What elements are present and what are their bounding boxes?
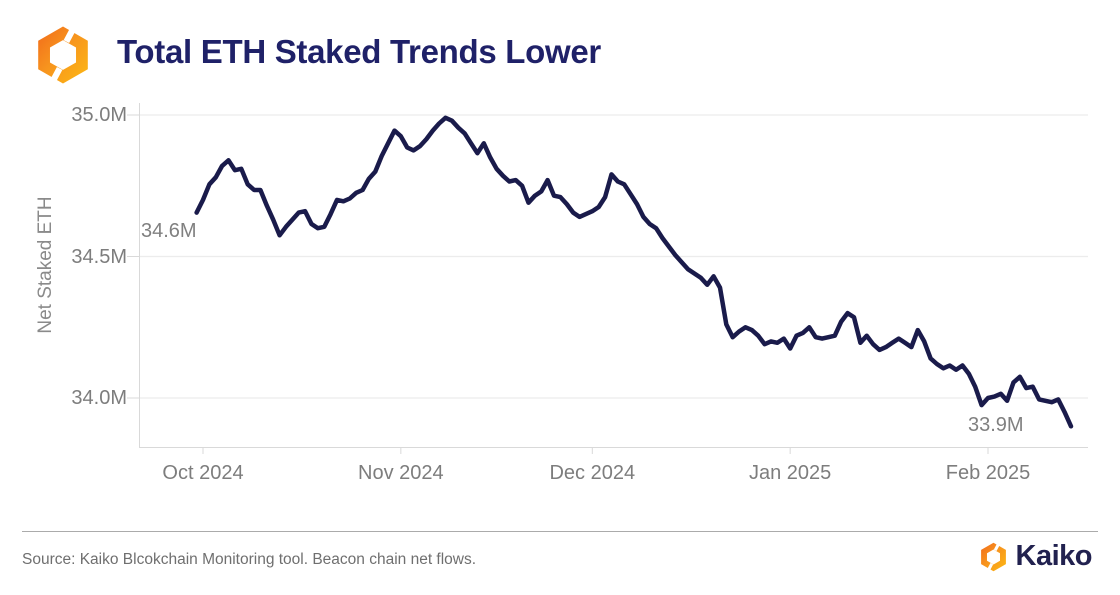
y-axis-title: Net Staked ETH: [35, 196, 56, 334]
x-tick-label-dec-2024: Dec 2024: [549, 462, 636, 484]
x-tick-label-nov-2024: Nov 2024: [358, 462, 444, 484]
kaiko-logo-icon: [38, 24, 88, 86]
y-tick-label-34-5m: 34.5M: [71, 245, 127, 268]
x-tick-label-jan-2025: Jan 2025: [748, 462, 832, 484]
source-note: Source: Kaiko Blcokchain Monitoring tool…: [22, 551, 477, 568]
axis-ticks: [127, 114, 989, 454]
start-value-annotation: 34.6M: [141, 220, 197, 242]
y-tick-label-34-0m: 34.0M: [71, 387, 127, 409]
y-tick-label-35-0m: 35.0M: [71, 104, 127, 126]
kaiko-logo-icon: [980, 541, 1006, 572]
page-title: Total ETH Staked Trends Lower: [117, 33, 601, 70]
x-tick-label-oct-2024: Oct 2024: [162, 462, 244, 484]
footer-divider: [22, 531, 1098, 532]
end-value-annotation: 33.9M: [968, 414, 1024, 436]
footer-brand: Kaiko: [978, 540, 1093, 573]
net-staked-eth-line: [194, 115, 1074, 429]
x-tick-label-feb-2025: Feb 2025: [945, 462, 1031, 484]
brand-wordmark: Kaiko: [1015, 540, 1093, 572]
gridlines: [139, 114, 1088, 399]
